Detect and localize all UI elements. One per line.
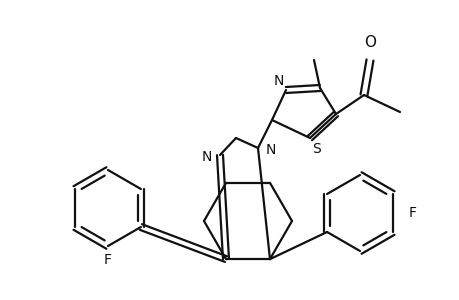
Text: N: N	[273, 74, 283, 88]
Text: N: N	[265, 143, 276, 157]
Text: F: F	[408, 206, 416, 220]
Text: F: F	[104, 253, 112, 267]
Text: O: O	[363, 35, 375, 50]
Text: N: N	[201, 150, 212, 164]
Text: S: S	[311, 142, 320, 156]
